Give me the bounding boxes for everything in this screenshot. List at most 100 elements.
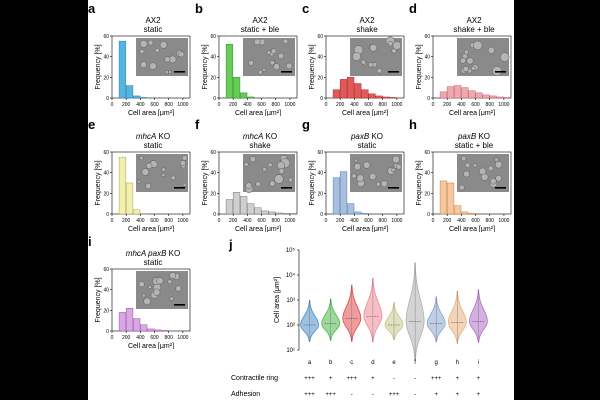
micrograph-cell — [159, 41, 168, 49]
histogram-bar — [461, 87, 469, 99]
histogram-bar — [446, 182, 455, 215]
x-tick-label: 600 — [257, 102, 266, 108]
y-axis-label: Frequency [%] — [95, 44, 102, 89]
y-tick-label: 20 — [103, 308, 109, 314]
contractile-score: - — [414, 376, 416, 382]
x-axis-label: Cell area [μm²] — [449, 110, 495, 116]
micrograph-cell — [282, 38, 289, 44]
histogram-bar — [375, 95, 383, 99]
histogram-bar — [389, 97, 397, 99]
x-tick-label: 600 — [471, 218, 480, 224]
histogram-bar — [354, 211, 362, 215]
micrograph-cell — [255, 181, 261, 187]
y-axis-label: Frequency [%] — [95, 160, 102, 205]
y-tick-label: 10² — [286, 323, 295, 329]
scale-bar — [281, 187, 292, 189]
histogram-bar — [332, 177, 341, 215]
contractile-score: + — [456, 376, 460, 382]
adhesion-score: + — [434, 392, 438, 398]
y-tick-label: 10³ — [286, 298, 295, 304]
micrograph-cell — [459, 57, 467, 64]
histogram-bar — [275, 212, 283, 215]
panel-h: h paxB KO static + ble 0 20 40 60 0 200 400 600 800… — [409, 118, 515, 233]
y-tick-label: 20 — [103, 191, 109, 197]
x-tick-label: 200 — [122, 218, 131, 224]
x-tick-label: 0 — [218, 218, 221, 224]
histogram-bar — [147, 328, 155, 332]
histogram-bar — [289, 213, 297, 215]
x-tick-label: 600 — [150, 335, 159, 341]
histogram-bar — [247, 96, 255, 99]
histogram-bar — [268, 211, 276, 215]
histogram-bar — [254, 207, 262, 215]
scale-bar — [281, 71, 292, 73]
micrograph-cell — [168, 70, 172, 75]
x-tick-label: 800 — [165, 102, 174, 108]
y-axis-label: Frequency [%] — [416, 160, 423, 205]
histogram-bar — [454, 205, 462, 215]
micrograph-cell — [278, 168, 285, 175]
micrograph-cell — [494, 157, 499, 162]
panel-title: mhcA paxB KO static — [125, 249, 181, 267]
micrograph-cell — [360, 59, 366, 65]
micrograph-cell — [161, 173, 166, 178]
histogram-bar — [361, 213, 369, 215]
x-tick-label: 400 — [243, 102, 252, 108]
x-tick-label: 600 — [471, 102, 480, 108]
y-axis-label: Frequency [%] — [202, 44, 209, 89]
x-tick-label: 200 — [122, 335, 131, 341]
micrograph-cell — [465, 162, 471, 168]
panel-label: c — [302, 1, 310, 16]
y-tick-label: 0 — [213, 96, 216, 102]
histogram-bar — [347, 203, 355, 215]
micrograph-cell — [459, 184, 465, 191]
micrograph-cell — [499, 52, 510, 62]
y-tick-label: 40 — [103, 288, 109, 294]
histogram-bar — [468, 90, 476, 99]
x-tick-label: 200 — [336, 102, 345, 108]
y-tick-label: 0 — [213, 212, 216, 218]
y-axis-label: Frequency [%] — [416, 44, 423, 89]
category-label: h — [456, 360, 459, 366]
x-tick-label: 400 — [350, 102, 359, 108]
panel-label: e — [88, 117, 96, 132]
micrograph-cell — [153, 288, 161, 296]
micrograph-cell — [461, 155, 467, 162]
x-tick-label: 600 — [364, 102, 373, 108]
histogram-bar — [125, 85, 134, 99]
micrograph-cell — [147, 39, 154, 46]
adhesion-score: - — [372, 392, 374, 398]
micrograph-cell — [175, 285, 182, 292]
x-tick-label: 600 — [150, 218, 159, 224]
x-tick-label: 800 — [379, 218, 388, 224]
micrograph-cell — [369, 44, 378, 52]
contractile-score: + — [477, 376, 481, 382]
micrograph-cell — [487, 165, 494, 172]
y-axis-label: Frequency [%] — [309, 44, 316, 89]
y-tick-label: 0 — [427, 212, 430, 218]
y-tick-label: 20 — [317, 75, 323, 81]
histogram-bar — [118, 40, 127, 99]
y-tick-label: 40 — [210, 55, 216, 61]
y-tick-label: 60 — [317, 150, 323, 156]
micrograph-cell — [354, 158, 358, 163]
panel-j: j 10¹ 10² 10³ 10⁴ 10⁵ Cell area [μm²] a +++ +++ b… — [229, 238, 519, 400]
histogram-bar — [140, 97, 148, 99]
micrograph-cell — [139, 49, 145, 55]
histogram-bar — [161, 330, 169, 332]
micrograph-cell — [182, 155, 188, 161]
violin-y-label: Cell area [μm²] — [274, 277, 281, 323]
micrograph-cell — [463, 49, 469, 55]
micrograph-cell — [253, 38, 261, 46]
micrograph-cell — [170, 175, 176, 181]
histogram-bar — [133, 209, 141, 215]
histogram-bar — [125, 308, 134, 332]
micrograph-cell — [145, 162, 153, 170]
x-tick-label: 1000 — [498, 102, 509, 108]
y-tick-label: 0 — [106, 329, 109, 335]
micrograph-cell — [276, 161, 286, 170]
micrograph-cell — [141, 293, 146, 298]
